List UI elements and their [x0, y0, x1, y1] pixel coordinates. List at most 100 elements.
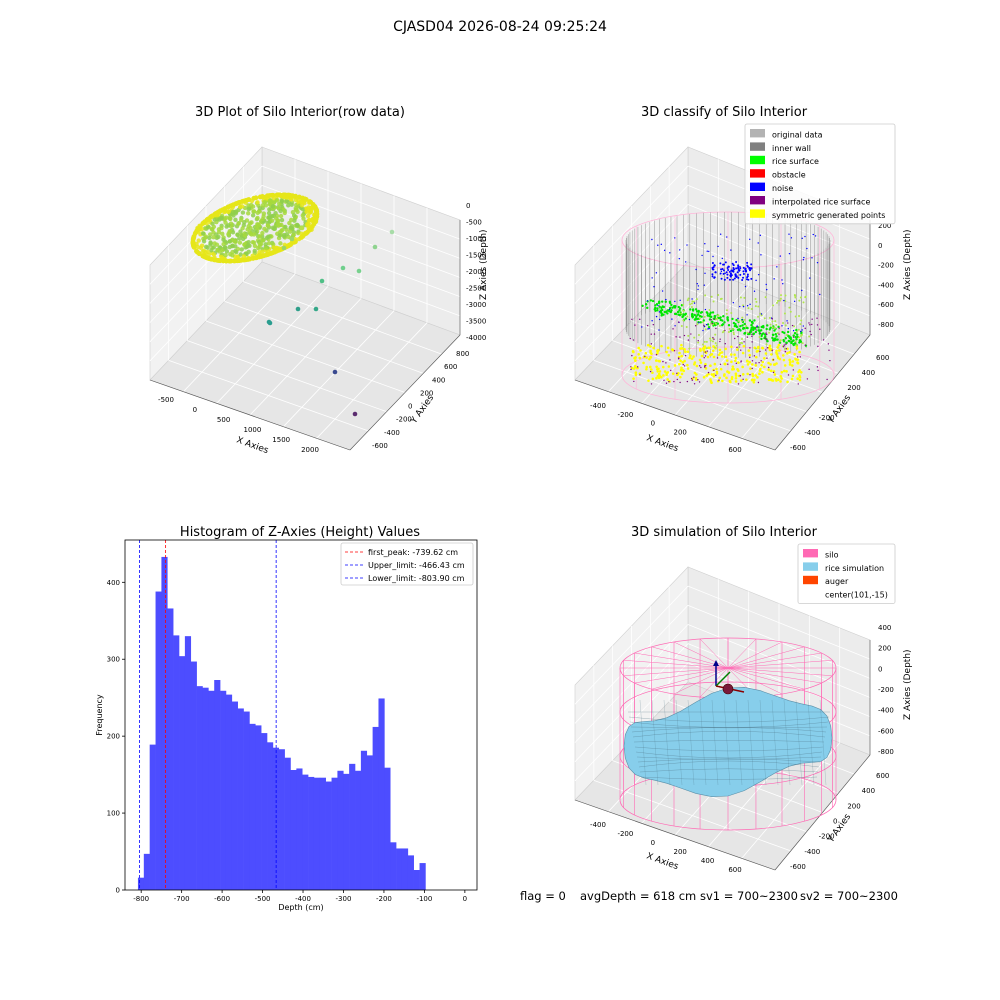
noise-point [806, 247, 808, 250]
histogram-x-axis-label: Depth (cm) [278, 903, 323, 912]
rice-surface-point [801, 342, 804, 345]
rice-surface-point [684, 317, 687, 320]
noise-point [781, 325, 783, 327]
symmetric-point [770, 353, 773, 356]
legend-swatch [803, 549, 818, 558]
raw-z-tick-label: -3500 [466, 318, 486, 326]
raw-data-point [305, 229, 310, 235]
interpolated-point [649, 370, 652, 373]
symmetric-point [699, 349, 702, 352]
rice-surface-point [698, 317, 701, 320]
simulation-z-tick-label: -800 [878, 748, 894, 756]
noise-point [660, 243, 663, 246]
noise-point [674, 300, 676, 303]
noise-point [787, 327, 790, 330]
rice-surface-point [769, 326, 772, 329]
raw-x-tick-label: -500 [158, 396, 174, 404]
histogram-bar [302, 774, 309, 890]
noise-point [733, 277, 736, 280]
symmetric-point [704, 362, 707, 366]
rice-surface-point [721, 323, 725, 326]
interpolated-point [785, 348, 788, 350]
noise-point [720, 268, 723, 271]
symmetric-point [646, 343, 650, 347]
rice-surface-point [804, 295, 807, 298]
histogram-bar [355, 770, 362, 890]
symmetric-point [665, 373, 668, 377]
noise-point [742, 266, 745, 269]
noise-point [746, 305, 749, 307]
legend-entry-label: obstacle [772, 171, 806, 180]
rice-surface-point [678, 313, 682, 317]
symmetric-point [688, 356, 691, 360]
raw-data-point [237, 236, 242, 241]
rice-surface-point [666, 309, 670, 312]
symmetric-point [734, 380, 738, 383]
raw-data-point [277, 201, 282, 206]
rice-surface-point [671, 306, 674, 309]
symmetric-point [655, 376, 658, 380]
legend-frame [744, 123, 896, 225]
interpolated-point [639, 374, 641, 376]
raw-y-tick-label: 600 [444, 363, 457, 371]
raw-data-point [253, 255, 259, 261]
histogram-bar [378, 698, 385, 890]
histogram-y-tick-label: 200 [107, 733, 120, 741]
symmetric-point [754, 374, 757, 377]
legend-entry-label: first_peak: -739.62 cm [368, 548, 458, 557]
interpolated-point [817, 345, 819, 348]
noise-point [653, 286, 655, 288]
rice-surface-point [660, 314, 663, 317]
symmetric-point [645, 365, 649, 369]
rice-surface-point [731, 317, 734, 321]
raw-data-point [294, 222, 300, 228]
symmetric-point [776, 346, 779, 349]
raw-z-ticks: 0 -500 -1000 -1500 -2000 -2500 -3000 -3500 -4000 [466, 202, 486, 342]
symmetric-point [730, 375, 734, 379]
simulation-z-tick-label: 200 [878, 645, 891, 653]
symmetric-point [734, 376, 738, 380]
symmetric-point [754, 364, 758, 367]
symmetric-point [715, 367, 718, 371]
rice-surface-mesh-line [795, 699, 803, 786]
rice-surface-point [704, 294, 707, 297]
rice-surface-point [739, 342, 742, 345]
silo-roof-line [727, 659, 833, 669]
noise-point [721, 267, 724, 270]
symmetric-point [748, 353, 751, 357]
raw-data-point [223, 258, 229, 264]
symmetric-point [751, 363, 754, 366]
noise-point [739, 273, 742, 276]
noise-point [742, 276, 745, 279]
raw-data-point [227, 258, 232, 264]
histogram-y-tick-label: 400 [107, 579, 120, 587]
symmetric-point [678, 362, 681, 366]
rice-surface-mesh-line [807, 699, 815, 786]
rice-surface-point [711, 311, 715, 314]
noise-point [719, 262, 722, 265]
rice-surface-point [774, 332, 777, 336]
silo-roof-line [699, 667, 729, 698]
rice-surface-point [711, 320, 714, 324]
rice-surface-point [775, 323, 778, 326]
noise-point [749, 269, 752, 272]
noise-point [726, 273, 729, 276]
histogram-bar [214, 680, 221, 890]
histogram-x-tick-label: 0 [463, 895, 467, 903]
noise-point [782, 283, 784, 285]
raw-data-point [319, 278, 325, 284]
floor-gridline [669, 281, 855, 355]
noise-point [651, 277, 653, 279]
auger-z-arrow-head [713, 660, 719, 666]
noise-point [708, 250, 710, 253]
interpolated-point [686, 380, 689, 383]
histogram-bar [396, 848, 403, 890]
rice-surface-point [690, 305, 693, 308]
rice-surface-point [795, 344, 798, 347]
legend-frame [340, 542, 474, 586]
rice-surface-point [757, 326, 760, 329]
rice-surface-point [714, 333, 717, 336]
rice-surface-point [690, 314, 694, 318]
noise-point [742, 273, 745, 276]
noise-point [668, 308, 671, 311]
